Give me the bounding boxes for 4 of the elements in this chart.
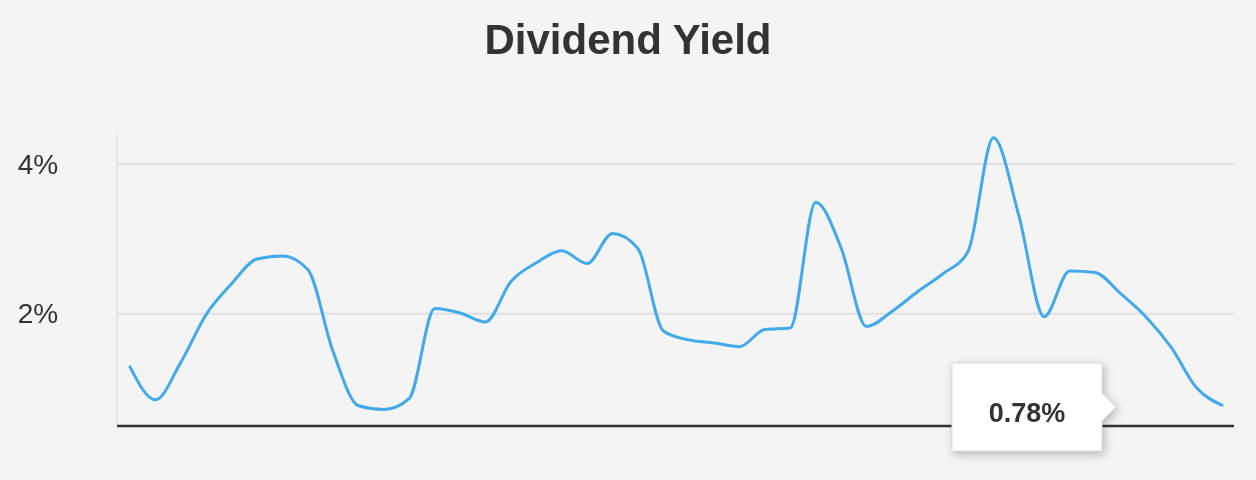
- chart-title: Dividend Yield: [484, 16, 772, 63]
- annotation: 0.78%: [988, 398, 1066, 429]
- y-tick-label: 4%: [17, 148, 59, 180]
- y-tick-label: 2%: [17, 298, 59, 330]
